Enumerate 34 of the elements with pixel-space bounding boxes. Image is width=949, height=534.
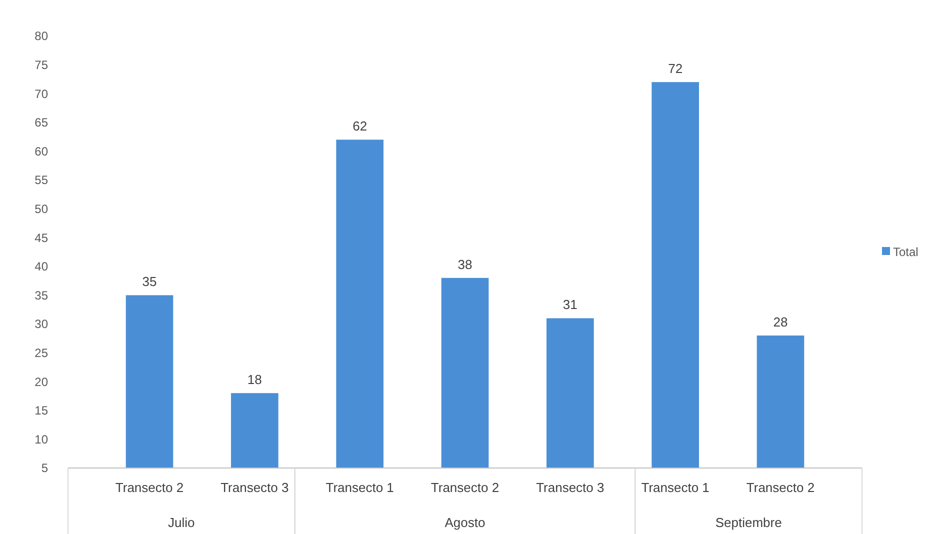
y-tick-label: 5	[41, 461, 48, 476]
x-tick-label: Transecto 2	[430, 480, 500, 495]
y-tick-label: 35	[34, 288, 48, 302]
y-tick-label: 80	[34, 29, 48, 44]
text: Agosto	[444, 515, 486, 530]
y-tick-label: 75	[34, 58, 48, 72]
data-label: 62	[352, 118, 368, 134]
x-tick-label: Transecto 3	[536, 480, 604, 495]
data-label: 31	[562, 297, 578, 312]
data-label: 18	[247, 372, 262, 388]
y-tick-label: 20	[34, 374, 48, 389]
x-tick-label: Transecto 1	[641, 480, 710, 495]
text: Septiembre	[715, 515, 782, 530]
x-tick-label: Transecto 3	[220, 480, 289, 495]
y-tick-label: 30	[34, 317, 48, 332]
data-label: 72	[668, 61, 683, 76]
y-tick-label: 70	[34, 86, 48, 101]
y-tick-label: 55	[34, 173, 48, 188]
text: Julio	[168, 515, 195, 530]
y-tick-label: 45	[34, 230, 48, 245]
x-tick-label: Transecto 2	[746, 480, 815, 495]
y-tick-label: 60	[34, 144, 48, 158]
data-label: 38	[458, 256, 472, 272]
legend-label: Total	[893, 245, 918, 260]
y-tick-label: 10	[34, 432, 48, 446]
y-tick-label: 50	[34, 202, 48, 216]
data-label: 28	[773, 314, 788, 330]
y-tick-label: 40	[34, 260, 48, 274]
y-tick-label: 65	[34, 116, 48, 130]
data-label: 35	[142, 274, 157, 290]
y-tick-label: 15	[34, 404, 48, 418]
x-tick-label: Transecto 2	[115, 480, 184, 495]
y-tick-label: 25	[34, 346, 48, 360]
x-tick-label: Transecto 1	[326, 480, 394, 495]
